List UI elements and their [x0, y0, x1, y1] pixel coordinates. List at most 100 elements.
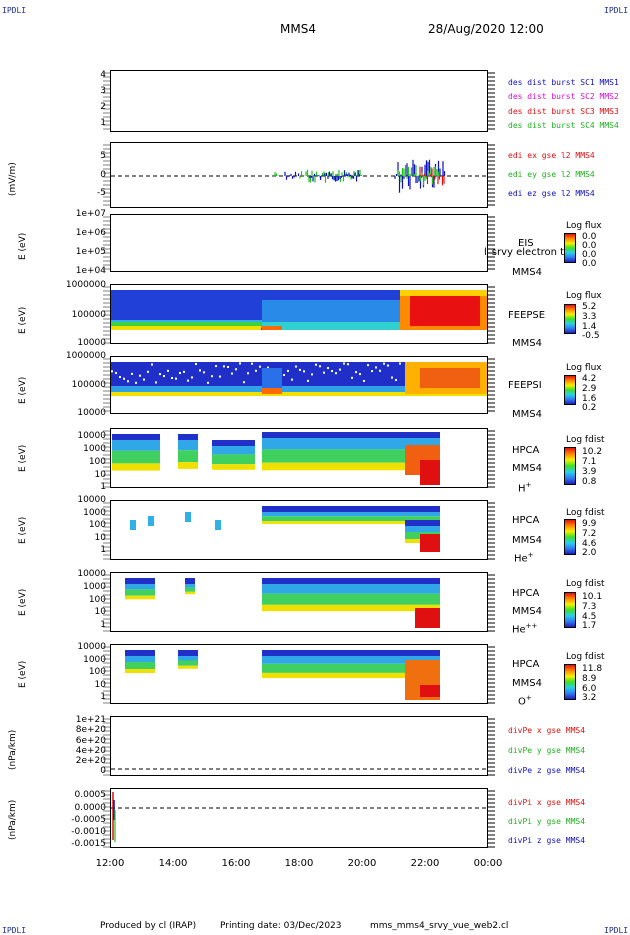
spectrogram-cell: [410, 296, 480, 326]
ytick: 1: [100, 118, 106, 128]
scatter-point: [363, 380, 365, 383]
spectrogram-cell: [185, 578, 195, 584]
spacecraft-title: MMS4: [280, 22, 316, 36]
colorbar-value: 1.7: [582, 621, 597, 631]
scatter-point: [339, 368, 341, 371]
scatter-point: [375, 366, 377, 369]
colorbar-value: 0.8: [582, 477, 597, 487]
scatter-point: [195, 363, 197, 366]
ytick: 1000: [83, 444, 106, 454]
colorbar-value: 0.0: [582, 259, 597, 269]
date-time-title: 28/Aug/2020 12:00: [428, 22, 544, 36]
ytick: -0.0010: [71, 827, 106, 837]
legend-ey: edi ey gse l2 MMS4: [508, 170, 595, 179]
spectrogram-cell: [212, 440, 255, 446]
scatter-point: [399, 362, 401, 365]
ytick: 0.0005: [74, 790, 107, 800]
instrument-label: EIS: [518, 238, 534, 249]
ytick: 1e+21: [75, 715, 106, 725]
scatter-point: [347, 363, 349, 366]
scatter-point: [191, 376, 193, 379]
legend-divpi-z: divPi z gse MMS4: [508, 836, 586, 845]
scatter-point: [335, 372, 337, 375]
spectrogram-cell: [262, 584, 440, 594]
spectrogram-cell: [112, 434, 160, 440]
spacecraft-label: MMS4: [512, 678, 542, 689]
ytick: 10: [94, 533, 106, 543]
spectrogram-cell: [178, 450, 198, 463]
ytick: 5: [100, 151, 106, 161]
colorbar-value: -0.5: [582, 331, 600, 341]
ytick: 1000: [83, 655, 106, 665]
colorbar-value: 4.5: [582, 612, 597, 622]
spectrogram-cell: [178, 660, 198, 666]
legend-ex: edi ex gse l2 MMS4: [508, 151, 595, 160]
scatter-point: [299, 368, 301, 371]
colorbar-value: 9.9: [582, 519, 597, 529]
spectrogram-cell: [111, 326, 261, 330]
spectrogram-cell: [125, 578, 155, 584]
scatter-point: [287, 369, 289, 372]
species-label: He++: [512, 622, 538, 636]
panel-divpe: [110, 716, 488, 776]
ytick: 10000: [77, 642, 106, 652]
colorbar: [564, 447, 576, 485]
colorbar-value: 10.1: [582, 592, 603, 602]
scatter-point: [203, 371, 205, 374]
colorbar-value: 4.2: [582, 374, 597, 384]
scatter-point: [315, 363, 317, 366]
ytick: 10000: [77, 431, 106, 441]
colorbar-value: 0.0: [582, 250, 597, 260]
x-tick-label: 22:00: [410, 858, 440, 869]
spectrogram-cell: [262, 462, 440, 471]
ytick: 1: [100, 692, 106, 702]
scatter-point: [327, 367, 329, 370]
scatter-point: [359, 373, 361, 376]
scatter-point: [235, 368, 237, 371]
scatter-point: [199, 369, 201, 372]
scatter-point: [151, 363, 153, 366]
corner-label-top-right: IPDLI: [604, 6, 629, 15]
instrument-label: HPCA: [512, 515, 540, 526]
spectrogram-cell: [262, 449, 440, 463]
scatter-point: [131, 372, 133, 375]
spectrogram-cell: [262, 604, 440, 612]
scatter-point: [179, 372, 181, 375]
spectrogram-cell: [420, 534, 440, 552]
scatter-point: [147, 370, 149, 373]
spectrogram-cell: [415, 608, 440, 628]
corner-label-top-left: IPDLI: [2, 6, 27, 15]
colorbar-value: 7.1: [582, 457, 597, 467]
scatter-point: [255, 369, 257, 372]
instrument-label: HPCA: [512, 445, 540, 456]
scatter-point: [383, 362, 385, 365]
spectrogram-cell: [262, 368, 282, 392]
footer-script-name: mms_mms4_srvy_vue_web2.cl: [370, 921, 509, 931]
colorbar-value: 0.0: [582, 241, 597, 251]
spacecraft-label: MMS4: [512, 409, 542, 420]
ytick: 1000: [83, 508, 106, 518]
scatter-point: [231, 372, 233, 375]
scatter-point: [343, 362, 345, 365]
scatter-point: [155, 381, 157, 384]
spectrogram-cell: [178, 656, 198, 661]
ytick: 2e+20: [75, 756, 106, 766]
scatter-point: [111, 370, 113, 373]
ytick: 1000000: [65, 351, 106, 361]
instrument-label: HPCA: [512, 659, 540, 670]
scatter-point: [371, 370, 373, 373]
spectrogram-cell: [262, 521, 440, 524]
spacecraft-label: MMS4: [512, 267, 542, 278]
spectrogram-cell: [112, 440, 160, 451]
colorbar-value: 7.2: [582, 529, 597, 539]
colorbar-value: 1.6: [582, 394, 597, 404]
spectrogram-cell: [125, 650, 155, 656]
legend-mms1: des dist burst SC1 MMS1: [508, 78, 619, 87]
colorbar: [564, 375, 576, 405]
legend-divpe-x: divPe x gse MMS4: [508, 726, 586, 735]
colorbar-value: 3.3: [582, 312, 597, 322]
scatter-point: [223, 365, 225, 368]
overlap-text: l_srvy electron to: [484, 247, 571, 258]
spectrogram-cell: [125, 595, 155, 600]
spectrogram-cell: [111, 392, 487, 396]
